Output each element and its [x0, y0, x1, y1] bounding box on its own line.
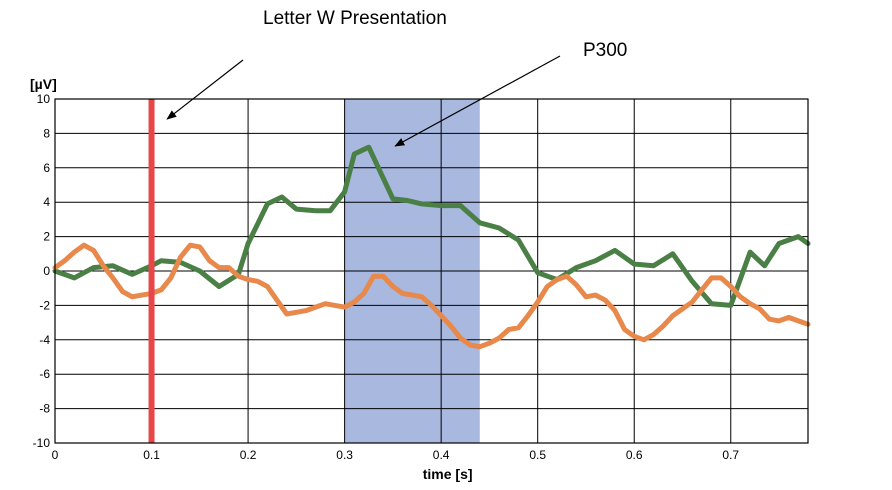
x-tick-label: 0.4 [433, 448, 450, 462]
y-tick-label: 2 [43, 230, 50, 244]
x-tick-label: 0.2 [240, 448, 257, 462]
x-axis-ticks: 0 0.1 0.2 0.3 0.4 0.5 0.6 0.7 [52, 448, 740, 462]
plot-frame [54, 98, 809, 444]
x-tick-label: 0.3 [336, 448, 353, 462]
annotation-p300: P300 [583, 40, 627, 61]
x-tick-label: 0.6 [626, 448, 643, 462]
y-tick-label: 10 [37, 92, 51, 106]
y-tick-label: -8 [39, 402, 50, 416]
series-line-2 [52, 242, 811, 350]
y-tick-label: -6 [39, 367, 50, 381]
y-tick-label: 4 [43, 195, 50, 209]
y-axis-ticks: -10 -8 -6 -4 -2 0 2 4 6 8 10 [33, 92, 51, 450]
x-axis-label: time [s] [423, 466, 473, 482]
y-tick-label: -4 [39, 333, 50, 347]
x-tick-label: 0.7 [722, 448, 739, 462]
y-tick-label: -2 [39, 298, 50, 312]
series-line-1 [52, 144, 811, 308]
y-tick-label: 6 [43, 161, 50, 175]
y-tick-label: 8 [43, 126, 50, 140]
y-axis-label: [µV] [30, 76, 57, 92]
x-tick-label: 0.1 [143, 448, 160, 462]
y-tick-label: 0 [43, 264, 50, 278]
annotation-arrow-p300 [394, 55, 561, 147]
annotation-arrow-letter-presentation [166, 59, 244, 120]
annotation-letter-presentation: Letter W Presentation [263, 8, 447, 29]
x-tick-label: 0 [52, 448, 59, 462]
x-tick-label: 0.5 [529, 448, 546, 462]
y-tick-label: -10 [33, 436, 51, 450]
series-layer [52, 144, 811, 350]
